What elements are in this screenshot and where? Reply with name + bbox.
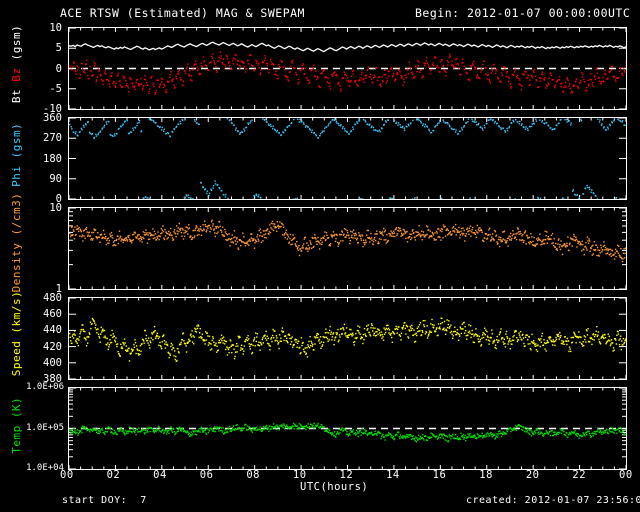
start-doy-label: start DOY: 7 [62, 495, 147, 506]
y-tick-label: 1.0E+05 [26, 422, 64, 433]
series-phi [69, 118, 626, 199]
x-tick-label: 14 [386, 469, 400, 481]
created-timestamp-label: created: 2012-01-07 23:56:05UTC [466, 495, 640, 506]
y-tick-label: 380 [43, 373, 62, 385]
y-tick-label: 10 [49, 202, 62, 214]
series-speed [69, 317, 626, 362]
x-tick-label: 22 [572, 469, 587, 481]
plot-area-panel-3 [69, 208, 626, 289]
x-tick-label: 20 [525, 469, 540, 481]
plot-area-panel-4 [69, 298, 626, 379]
y-tick-label: 10 [49, 22, 62, 34]
y-tick-label: 360 [43, 112, 62, 124]
y-tick-label: 180 [43, 152, 62, 165]
y-tick-label: 420 [43, 340, 62, 353]
plot-area-panel-2 [69, 118, 626, 199]
x-tick-label: 12 [339, 469, 354, 481]
series-density [69, 219, 626, 263]
x-axis-label: UTC(hours) [300, 481, 369, 493]
y-tick-label: 440 [43, 324, 62, 337]
y-tick-label: 1 [55, 283, 62, 295]
y-tick-label: -5 [49, 82, 62, 95]
series-bz [69, 51, 626, 95]
y-tick-label: 270 [43, 132, 62, 145]
plot-area-panel-5 [69, 388, 626, 469]
series-temp [69, 422, 626, 443]
panel-bt-bz [68, 27, 627, 110]
x-tick-label: 06 [199, 469, 214, 481]
panel-speed [68, 297, 627, 380]
y-tick-label: 1.0E+06 [26, 382, 64, 392]
y-tick-label: 1.0E+04 [26, 463, 64, 473]
x-tick-label: 02 [106, 469, 121, 481]
plot-area-panel-1 [69, 28, 626, 109]
x-tick-label: 16 [432, 469, 447, 481]
y-tick-label: 0 [55, 193, 62, 205]
y-tick-label: 480 [43, 292, 62, 304]
page-title: ACE RTSW (Estimated) MAG & SWEPAM [60, 6, 305, 20]
x-tick-label: 00 [60, 469, 74, 481]
y-tick-label: 460 [43, 308, 62, 321]
x-tick-label: 00 [619, 469, 633, 481]
x-tick-label: 10 [292, 469, 307, 481]
y-tick-label: 5 [55, 42, 62, 55]
y-tick-label: 90 [49, 172, 62, 185]
y-tick-label: 400 [43, 356, 62, 369]
x-tick-label: 04 [153, 469, 167, 481]
panel-temp [68, 387, 627, 470]
y-tick-label: 0 [55, 62, 62, 75]
begin-time-label: Begin: 2012-01-07 00:00:00UTC [415, 6, 631, 20]
y-tick-label: -10 [43, 103, 62, 115]
x-tick-label: 08 [246, 469, 260, 481]
panel-phi [68, 117, 627, 200]
panel-density [68, 207, 627, 290]
series-bt [69, 41, 626, 53]
x-tick-label: 18 [479, 469, 493, 481]
